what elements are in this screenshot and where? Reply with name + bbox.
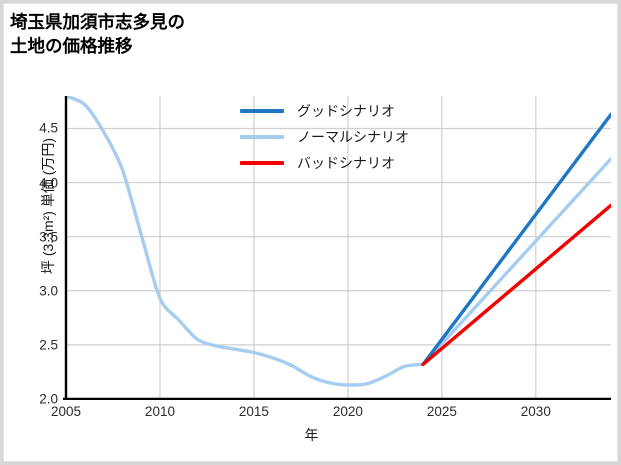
legend-label: グッドシナリオ <box>297 103 395 119</box>
data-lines <box>64 96 611 387</box>
series-line-0 <box>64 96 425 387</box>
x-axis-ticks: 2005 2010 2015 2020 2025 2030 <box>51 404 611 424</box>
series-line-1 <box>421 112 611 367</box>
chart-legend: グッドシナリオ ノーマルシナリオ バッドシナリオ <box>240 98 470 176</box>
y-tick-label: 2.0 <box>39 391 58 407</box>
x-tick-label: 2025 <box>426 404 457 419</box>
x-tick-label: 2005 <box>50 404 82 419</box>
x-tick-label: 2010 <box>144 404 175 419</box>
legend-swatch-icon <box>240 135 284 139</box>
x-tick-label: 2015 <box>238 404 269 419</box>
y-tick-label: 2.5 <box>39 337 58 353</box>
x-tick-label: 2030 <box>520 404 551 419</box>
chart-title: 埼玉県加須市志多見の 土地の価格推移 <box>10 12 185 56</box>
legend-item[interactable]: バッドシナリオ <box>240 150 470 176</box>
legend-swatch-icon <box>240 161 284 165</box>
series-line-2 <box>421 157 611 367</box>
chart-svg <box>63 96 611 400</box>
y-tick-label: 4.5 <box>39 120 58 136</box>
x-tick-label: 2020 <box>332 404 363 419</box>
legend-swatch-icon <box>240 109 284 113</box>
y-axis-ticks: 2.0 2.5 3.0 3.5 4.0 4.5 <box>4 96 58 407</box>
legend-label: ノーマルシナリオ <box>297 129 409 145</box>
y-tick-label: 3.0 <box>39 283 58 299</box>
y-tick-label: 3.5 <box>39 229 58 245</box>
legend-label: バッドシナリオ <box>297 155 395 171</box>
legend-item[interactable]: ノーマルシナリオ <box>240 124 470 150</box>
plot-area <box>63 96 611 400</box>
series-line-3 <box>421 203 611 367</box>
chart-figure: 埼玉県加須市志多見の 土地の価格推移 坪 (3.3m²) 単価 (万円) 2.0… <box>3 3 618 462</box>
y-tick-label: 4.0 <box>39 175 58 191</box>
legend-item[interactable]: グッドシナリオ <box>240 98 470 124</box>
x-axis-label: 年 <box>304 427 319 443</box>
